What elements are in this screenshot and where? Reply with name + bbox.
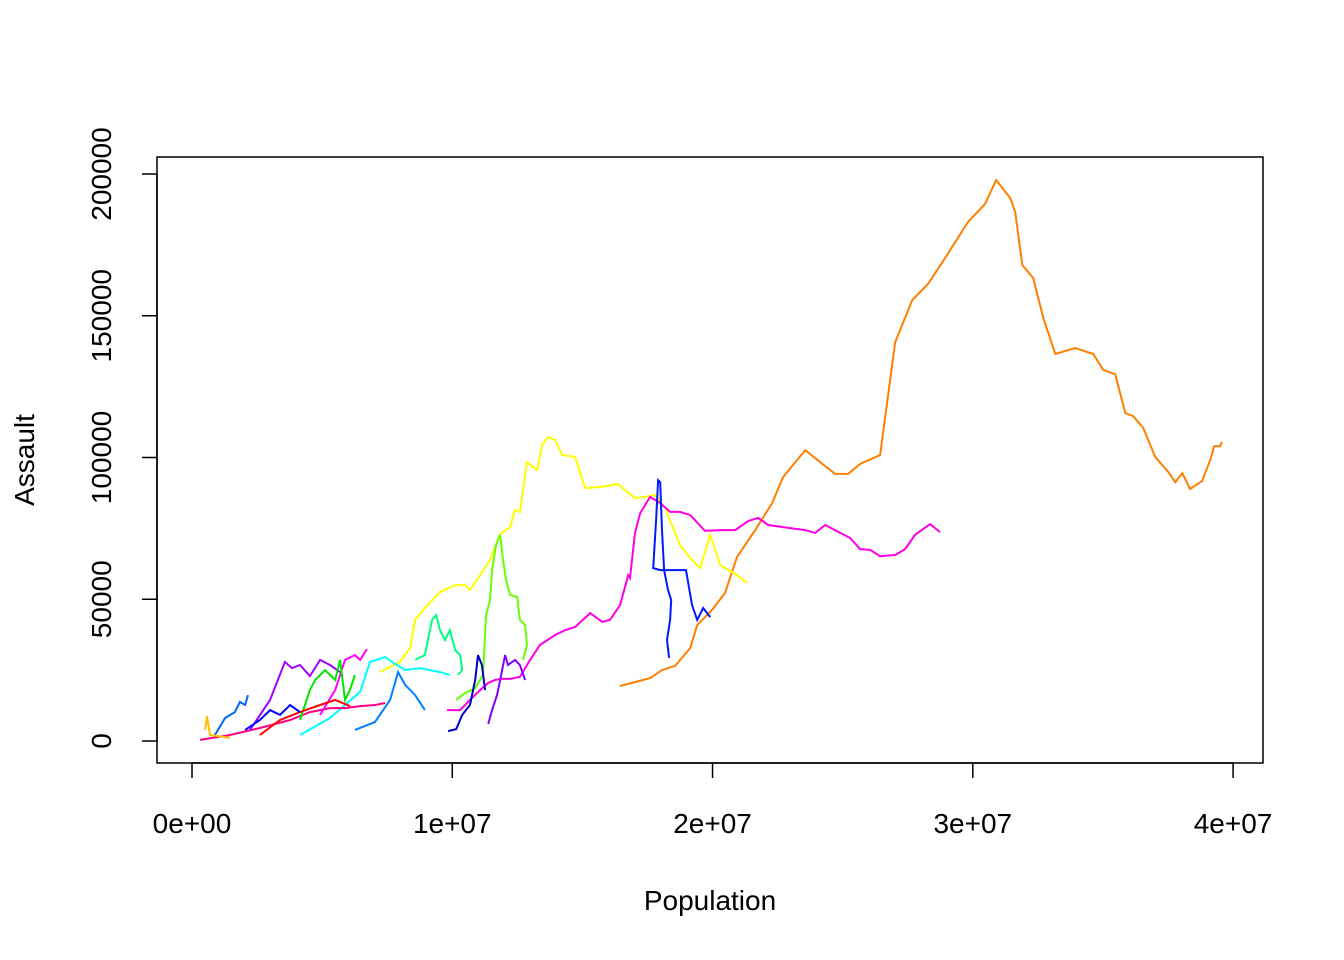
series-line <box>487 654 527 725</box>
y-tick-label: 0 <box>86 733 117 749</box>
series-line <box>299 655 451 736</box>
y-tick-label: 150000 <box>86 269 117 362</box>
series-line <box>204 715 231 739</box>
y-axis-title: Assault <box>9 414 40 506</box>
series-line <box>455 534 529 701</box>
series-line <box>319 648 368 716</box>
x-tick-label: 1e+07 <box>413 808 492 839</box>
series-line <box>244 703 301 731</box>
x-tick-label: 0e+00 <box>153 808 232 839</box>
x-tick-label: 3e+07 <box>933 808 1012 839</box>
series-line <box>379 435 748 673</box>
x-axis-title: Population <box>644 885 776 916</box>
series-line <box>354 669 426 731</box>
series-line <box>447 654 487 733</box>
y-tick-label: 200000 <box>86 127 117 220</box>
series-line <box>214 694 249 736</box>
series-line <box>249 658 341 731</box>
series-line <box>652 477 711 659</box>
series-line <box>414 612 464 676</box>
series-line <box>299 659 356 721</box>
y-tick-label: 50000 <box>86 560 117 638</box>
x-tick-label: 2e+07 <box>673 808 752 839</box>
y-tick-label: 100000 <box>86 411 117 504</box>
series-line <box>447 495 941 712</box>
series-line <box>199 702 386 741</box>
x-tick-label: 4e+07 <box>1194 808 1273 839</box>
series-line <box>619 178 1224 687</box>
series-line <box>259 698 351 736</box>
